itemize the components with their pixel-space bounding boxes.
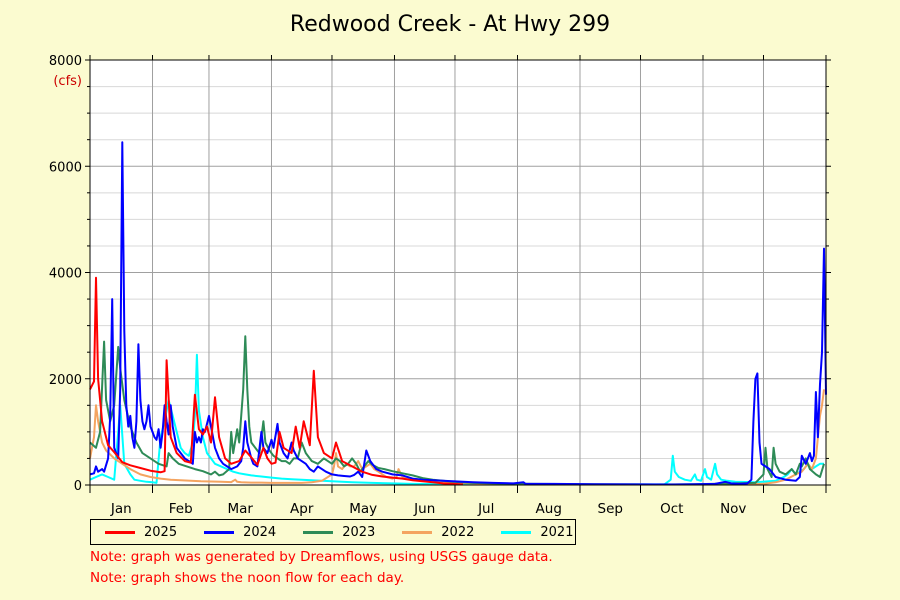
legend-label-2021: 2021	[540, 524, 574, 540]
legend-label-2023: 2023	[342, 524, 376, 540]
legend-item-2023: 2023	[303, 525, 375, 540]
series-line-2024	[89, 141, 827, 486]
x-tick-label: Feb	[169, 501, 193, 517]
note-source: Note: graph was generated by Dreamflows,…	[90, 549, 553, 565]
series-line-2025	[89, 276, 464, 486]
x-tick-label: Aug	[536, 501, 562, 517]
y-axis-label: (cfs)	[53, 74, 82, 89]
legend-swatch-2024	[204, 530, 235, 534]
legend-item-2021: 2021	[501, 525, 573, 540]
y-tick-label: 4000	[49, 267, 82, 282]
y-tick-label: 0	[74, 479, 82, 494]
x-tick-label: Jun	[413, 501, 435, 517]
x-tick-label: May	[349, 501, 377, 517]
y-tick-label: 6000	[49, 160, 82, 175]
x-tick-label: Jul	[477, 501, 494, 517]
legend-item-2025: 2025	[105, 525, 177, 540]
legend-item-2022: 2022	[402, 525, 474, 540]
legend-swatch-2023	[303, 530, 334, 534]
legend-swatch-2022	[402, 530, 433, 534]
x-tick-label: Oct	[660, 501, 683, 517]
y-tick-label: 8000	[49, 54, 82, 69]
x-tick-label: Mar	[227, 501, 253, 517]
legend-label-2025: 2025	[144, 524, 178, 540]
x-tick-label: Dec	[782, 501, 808, 517]
note-noon-flow: Note: graph shows the noon flow for each…	[90, 570, 405, 586]
legend-swatch-2021	[501, 530, 532, 534]
legend-swatch-2025	[105, 530, 135, 534]
x-tick-label: Jan	[110, 501, 132, 517]
series-line-2023	[89, 335, 825, 486]
legend-label-2024: 2024	[243, 524, 277, 540]
x-tick-label: Sep	[598, 501, 623, 517]
x-tick-label: Apr	[290, 501, 314, 517]
legend-item-2024: 2024	[204, 525, 276, 540]
x-tick-label: Nov	[720, 501, 746, 517]
y-tick-label: 2000	[49, 373, 82, 388]
legend-label-2022: 2022	[441, 524, 475, 540]
legend: 2025 2024 2023 2022 2021	[90, 519, 576, 545]
chart-title: Redwood Creek - At Hwy 299	[289, 12, 611, 37]
